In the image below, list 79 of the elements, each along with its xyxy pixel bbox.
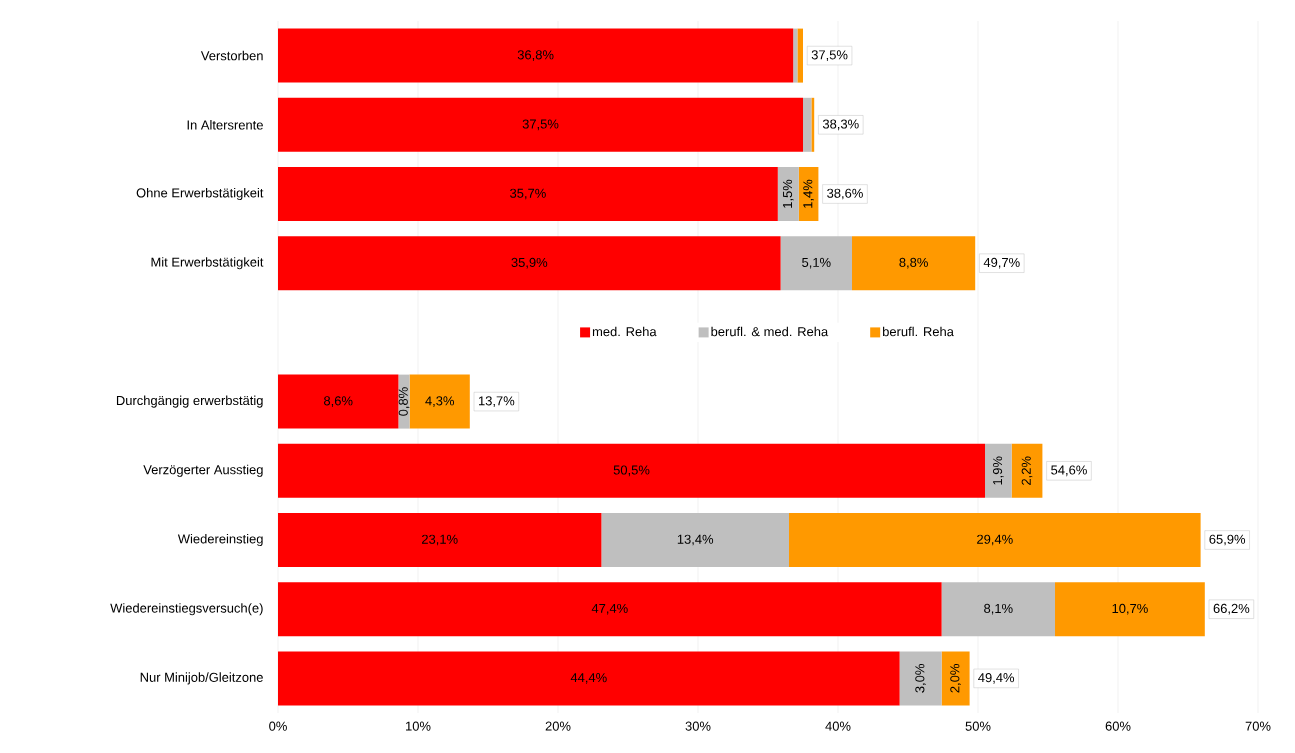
y-tick-label: Verstorben — [200, 50, 263, 61]
x-tick-label: 60% — [1105, 721, 1131, 731]
bar — [409, 374, 470, 429]
bar — [1055, 582, 1205, 637]
bar — [278, 443, 986, 498]
bar — [278, 236, 781, 291]
bar — [398, 374, 410, 429]
bar — [278, 582, 942, 637]
bar — [852, 236, 976, 291]
data-label: 37,5% — [522, 119, 559, 131]
total-label: 54,6% — [1051, 465, 1087, 477]
total-label: 38,3% — [822, 119, 859, 131]
data-label: 29,4% — [977, 534, 1013, 546]
y-tick-label: Durchgängig erwerbstätig — [116, 395, 263, 408]
bar — [941, 582, 1056, 637]
total-label: 66,2% — [1213, 603, 1250, 615]
data-label: 8,8% — [899, 257, 928, 269]
bar — [793, 28, 798, 83]
bar — [803, 97, 812, 152]
bar — [278, 374, 399, 429]
data-label: 4,3% — [425, 396, 455, 407]
bar — [811, 97, 815, 152]
data-label: 44,4% — [570, 673, 607, 684]
legend-label: med. Reha — [592, 326, 657, 337]
legend-label: berufl. & med. Reha — [711, 326, 829, 337]
data-label: 1,4% — [803, 179, 814, 208]
data-label: 35,9% — [511, 257, 548, 269]
x-tick-label: 30% — [685, 721, 711, 731]
data-label: 23,1% — [422, 534, 458, 546]
bar — [601, 513, 789, 568]
bar — [278, 28, 794, 83]
bar — [278, 97, 803, 152]
y-tick-label: Nur Minijob/Gleitzone — [140, 672, 263, 685]
data-label: 50,5% — [613, 465, 650, 477]
x-tick-label: 20% — [545, 721, 571, 731]
y-tick-label: Mit Erwerbstätigkeit — [151, 257, 264, 270]
data-label: 2,2% — [1021, 456, 1033, 485]
data-label: 13,4% — [677, 534, 714, 546]
x-tick-label: 40% — [825, 721, 851, 731]
data-label: 8,1% — [984, 603, 1013, 615]
bar — [789, 513, 1201, 568]
y-tick-label: Verzögerter Ausstieg — [143, 464, 263, 477]
data-label: 10,7% — [1112, 603, 1148, 615]
legend-label: berufl. Reha — [883, 326, 954, 337]
data-label: 2,0% — [950, 664, 961, 693]
data-label: 3,0% — [915, 664, 926, 693]
bar — [278, 651, 900, 706]
x-tick-label: 10% — [406, 721, 431, 731]
total-label: 65,9% — [1209, 534, 1246, 546]
total-label: 38,6% — [827, 188, 863, 200]
data-label: 35,7% — [510, 188, 546, 200]
bar — [278, 513, 602, 568]
bar — [797, 28, 803, 83]
y-tick-label: In Altersrente — [187, 120, 263, 130]
data-label: 0,8% — [398, 387, 410, 416]
bar — [278, 167, 778, 221]
bar — [777, 167, 799, 221]
y-tick-label: Ohne Erwerbstätigkeit — [136, 187, 264, 201]
total-label: 49,4% — [978, 673, 1015, 684]
x-tick-label: 0% — [269, 721, 287, 731]
total-label: 13,7% — [478, 396, 515, 407]
x-tick-label: 50% — [965, 721, 991, 731]
data-label: 5,1% — [802, 257, 831, 269]
bar — [1011, 443, 1043, 498]
bar — [798, 167, 819, 221]
bar — [985, 443, 1012, 498]
data-label: 1,9% — [992, 456, 1004, 485]
bar — [941, 651, 970, 706]
y-tick-label: Wiedereinstieg — [177, 533, 263, 547]
total-label: 37,5% — [811, 50, 848, 61]
data-label: 1,5% — [782, 179, 794, 208]
bar — [899, 651, 942, 706]
total-label: 49,7% — [983, 257, 1020, 269]
data-label: 8,6% — [324, 396, 353, 407]
y-tick-label: Wiedereinstiegsversuch(e) — [110, 603, 263, 616]
bar — [780, 236, 852, 291]
data-label: 36,8% — [517, 50, 554, 61]
x-tick-label: 70% — [1245, 721, 1271, 731]
data-label: 47,4% — [591, 603, 628, 615]
